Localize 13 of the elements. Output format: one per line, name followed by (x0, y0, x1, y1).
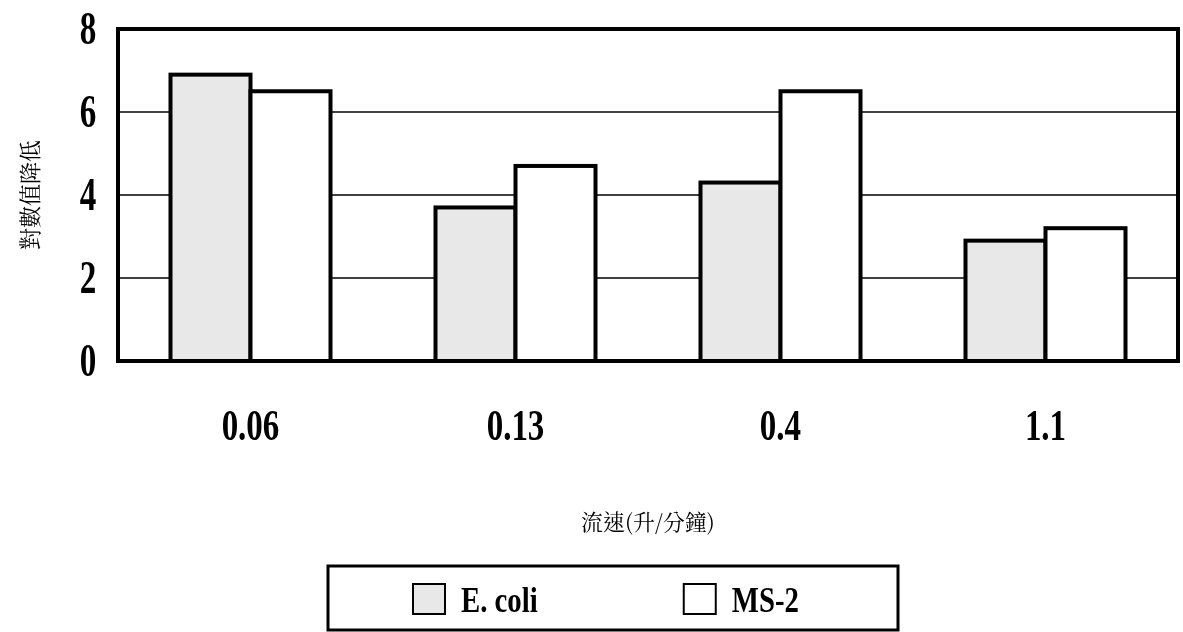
x-tick-label: 0.4 (759, 400, 802, 450)
y-tick-label: 4 (79, 169, 97, 221)
y-axis-title: 對數值降低 (13, 139, 44, 251)
y-tick-label: 2 (79, 252, 97, 304)
y-tick-label: 0 (79, 335, 97, 387)
y-tick-label: 6 (79, 86, 97, 138)
legend-label: E. coli (461, 579, 538, 620)
y-tick-label: 8 (79, 3, 97, 55)
x-tick-label: 1.1 (1024, 400, 1067, 450)
x-axis-title: 流速(升/分鐘) (581, 505, 715, 536)
x-tick-label: 0.06 (221, 400, 280, 450)
legend-label: MS-2 (731, 579, 799, 620)
x-tick-label: 0.13 (486, 400, 545, 450)
